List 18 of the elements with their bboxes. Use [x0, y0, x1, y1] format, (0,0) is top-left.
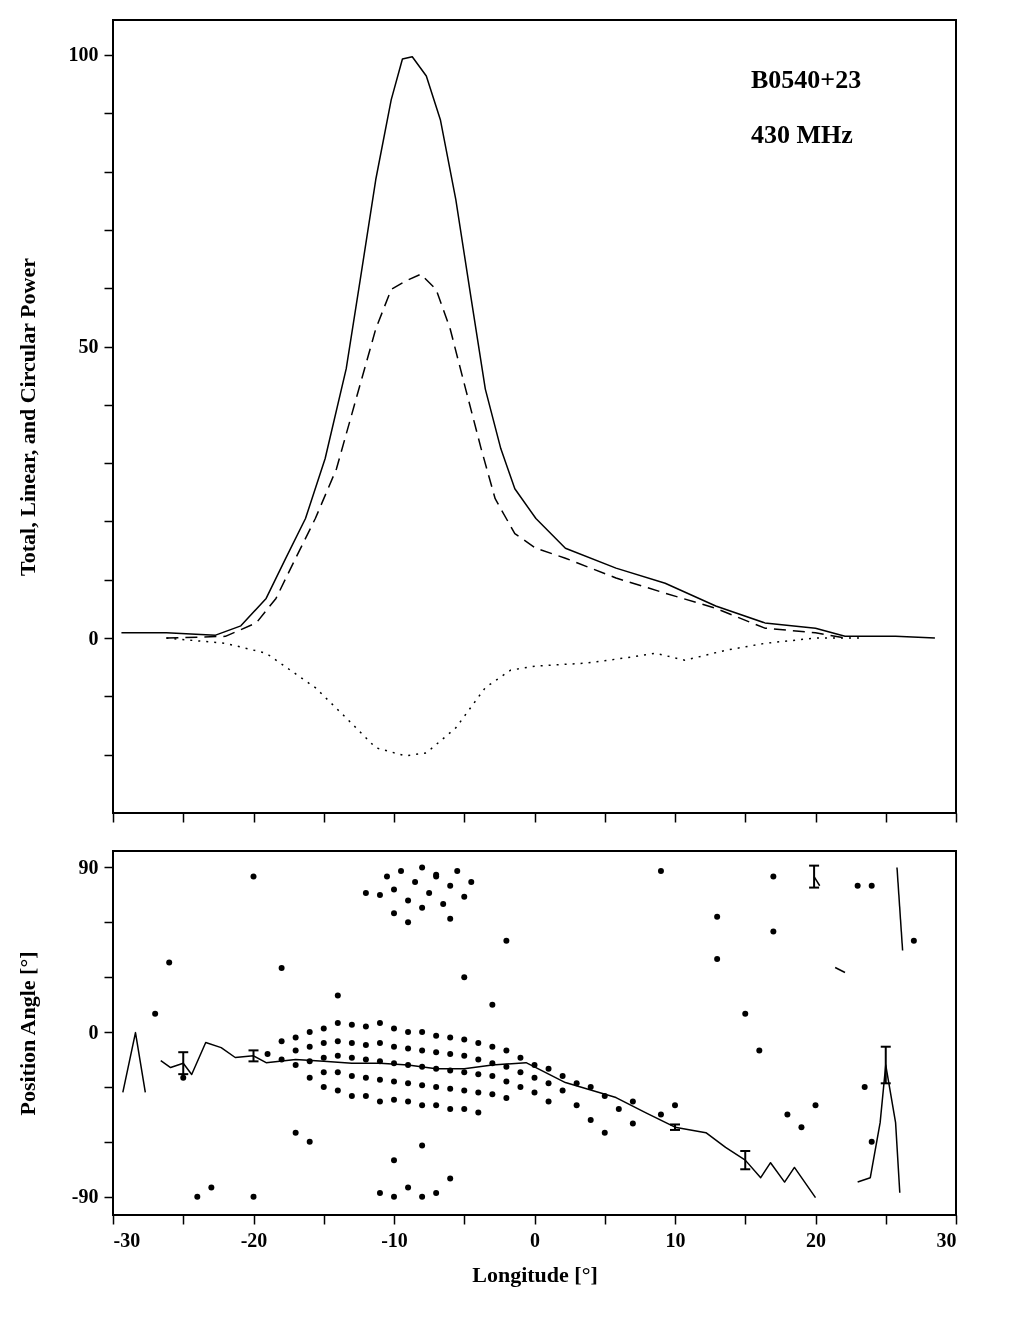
annotation: 430 MHz [751, 120, 853, 149]
y-axis-title: Position Angle [°] [14, 951, 40, 1116]
x-tick-label: 10 [665, 1228, 686, 1251]
annotation: B0540+23 [751, 65, 862, 94]
y-tick-label: 50 [78, 335, 99, 358]
x-axis-title: Longitude [°] [472, 1261, 598, 1287]
x-tick-label: -20 [240, 1228, 268, 1251]
y-tick-label: 0 [88, 1020, 99, 1043]
x-tick-label: 20 [806, 1228, 826, 1251]
y-tick-label: 90 [78, 855, 99, 878]
x-tick-label: 30 [936, 1228, 957, 1251]
y-axis-title: Total, Linear, and Circular Power [14, 257, 40, 576]
x-tick-label: 0 [530, 1228, 540, 1251]
x-tick-label: -10 [381, 1228, 408, 1251]
x-tick-label: -30 [113, 1228, 141, 1251]
y-tick-label: -90 [71, 1185, 99, 1208]
y-tick-label: 100 [68, 43, 99, 66]
y-tick-label: 0 [88, 626, 99, 649]
